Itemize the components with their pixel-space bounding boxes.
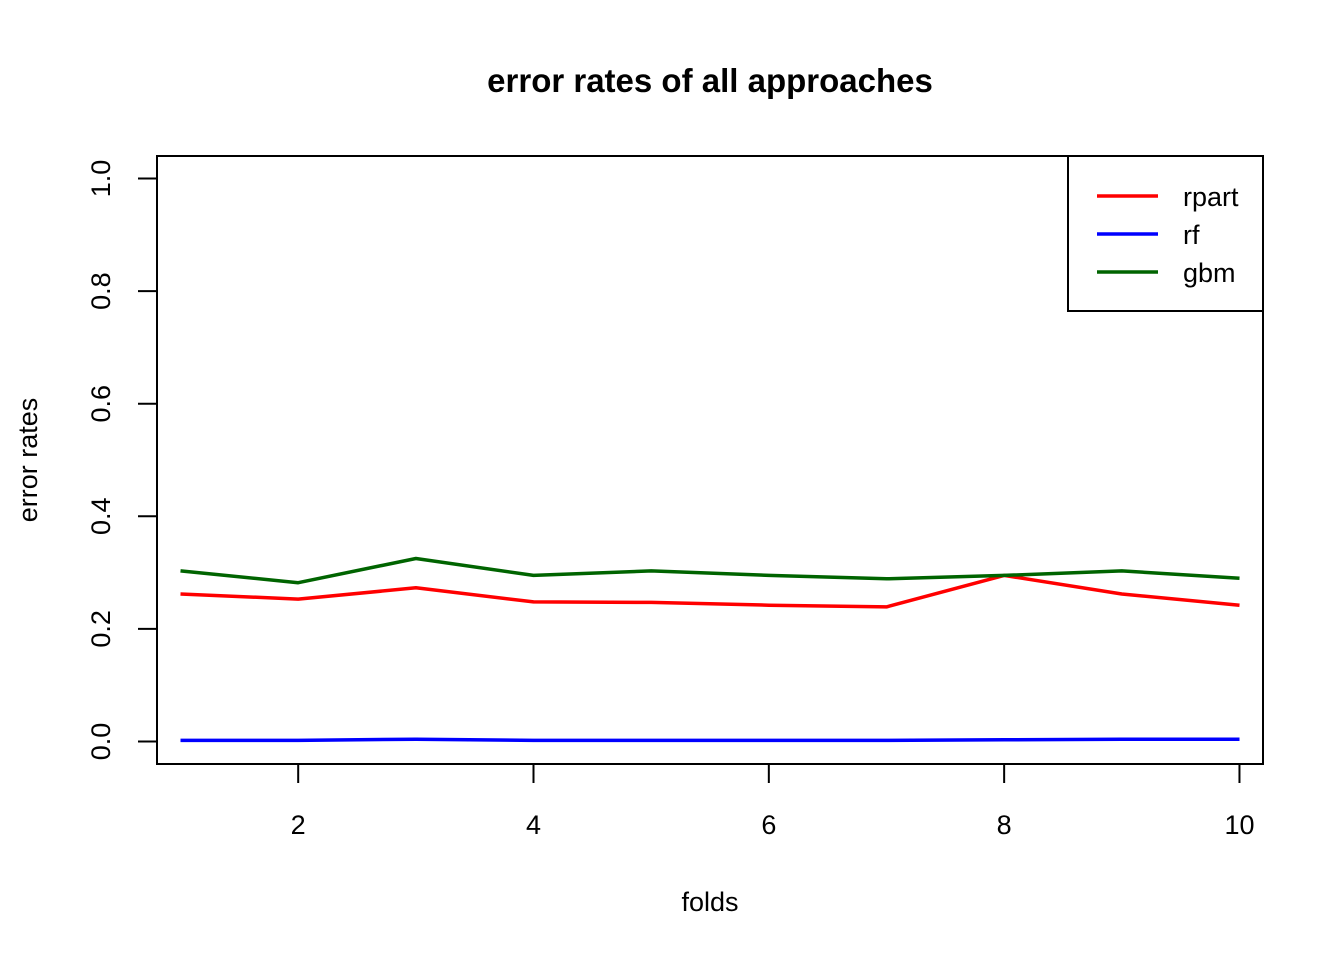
y-tick-label: 1.0 — [86, 160, 116, 198]
series-lines — [180, 556, 1240, 743]
legend: rpart rf gbm — [1067, 155, 1264, 312]
x-axis-label: folds — [681, 887, 738, 917]
legend-label-rf: rf — [1183, 220, 1200, 250]
legend-label-rpart: rpart — [1183, 182, 1239, 212]
x-tick-label: 8 — [997, 810, 1012, 840]
y-tick-label: 0.2 — [86, 610, 116, 648]
x-tick-label: 4 — [526, 810, 541, 840]
x-tick-label: 10 — [1224, 810, 1254, 840]
y-tick-label: 0.8 — [86, 272, 116, 310]
y-tick-label: 0.0 — [86, 723, 116, 761]
y-axis: 0.0 0.2 0.4 0.6 0.8 1.0 — [86, 160, 158, 761]
x-tick-label: 2 — [291, 810, 306, 840]
y-axis-label: error rates — [13, 398, 43, 523]
series-line-rf — [180, 737, 1240, 743]
legend-label-gbm: gbm — [1183, 258, 1236, 288]
chart-title: error rates of all approaches — [487, 62, 933, 99]
series-line-gbm — [180, 556, 1240, 585]
x-tick-label: 6 — [761, 810, 776, 840]
y-tick-label: 0.6 — [86, 385, 116, 423]
series-line-rpart — [180, 573, 1240, 609]
y-tick-label: 0.4 — [86, 498, 116, 536]
x-axis: 2 4 6 8 10 — [291, 763, 1254, 840]
